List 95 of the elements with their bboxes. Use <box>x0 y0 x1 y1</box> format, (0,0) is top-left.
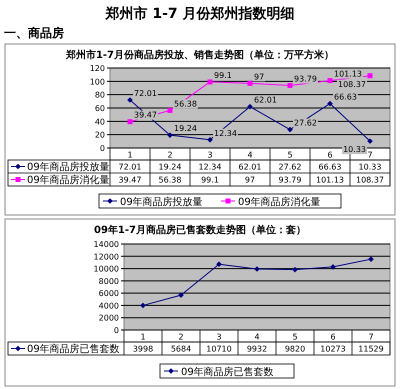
point <box>328 78 332 84</box>
annotation: 101.13 <box>334 70 362 79</box>
data-label: 101.13 <box>316 176 344 184</box>
data-label: 62.01 <box>238 162 262 172</box>
point <box>287 126 293 132</box>
y-tick-label: 20 <box>94 130 105 140</box>
point <box>327 100 333 106</box>
data-label: 93.79 <box>278 176 302 184</box>
annotation: 56.38 <box>174 99 197 108</box>
chart-title: 郑州市1-7月份商品房投放、销售走势图（单位：万平方米） <box>64 49 334 61</box>
annotation: 66.63 <box>334 92 357 102</box>
annotation: 27.62 <box>294 118 317 128</box>
y-tick-label: 40 <box>94 117 105 126</box>
data-label: 39.47 <box>118 176 142 184</box>
legend-label: 09年商品房消化量 <box>27 174 110 186</box>
point <box>368 256 374 262</box>
y-tick-label: 0 <box>100 144 105 153</box>
point <box>208 79 212 84</box>
y-tick-label: 2000 <box>98 314 119 323</box>
y-tick-label: 0 <box>114 326 119 335</box>
data-label: 9932 <box>246 344 268 354</box>
point <box>168 108 172 113</box>
chart-title: 09年1-7月商品房已售套数走势图（单位：套） <box>94 224 306 236</box>
data-label: 12.34 <box>198 162 222 172</box>
x-tick-label: 7 <box>367 150 373 160</box>
annotation: 10.33 <box>343 145 366 154</box>
text: 09年商品房消化量 <box>238 197 321 208</box>
point <box>330 264 336 270</box>
y-tick-label: 6000 <box>98 289 119 298</box>
data-label: 108.37 <box>356 176 384 184</box>
x-tick-label: 3 <box>207 150 213 160</box>
text: 09年商品房已售套数 <box>181 367 274 378</box>
data-label: 19.24 <box>158 162 182 172</box>
point <box>167 132 173 138</box>
data-label: 72.01 <box>118 162 142 172</box>
point <box>292 266 298 272</box>
x-tick-label: 1 <box>140 332 146 342</box>
x-tick-label: 1 <box>127 150 133 160</box>
annotation: 108.37 <box>338 80 366 89</box>
y-tick-label: 60 <box>94 104 105 113</box>
data-label: 9820 <box>284 344 306 354</box>
text: 一、商品房 <box>4 26 64 40</box>
y-tick-label: 14000 <box>94 240 119 249</box>
legend-label: 09年商品房已售套数 <box>27 343 120 355</box>
text: 郑州市 1-7 月份郑州指数明细 <box>104 5 295 22</box>
x-tick-label: 5 <box>292 332 298 342</box>
data-label: 10.33 <box>358 162 382 172</box>
point <box>128 119 132 124</box>
data-label: 99.1 <box>201 176 219 184</box>
y-tick-label: 8000 <box>98 276 119 286</box>
data-label: 5684 <box>170 344 192 354</box>
data-label: 27.62 <box>278 162 302 172</box>
data-label: 56.38 <box>158 176 182 184</box>
y-tick-label: 10000 <box>94 264 119 274</box>
data-label: 10273 <box>320 344 346 354</box>
annotation: 39.47 <box>134 110 157 120</box>
point <box>368 73 372 78</box>
annotation: 12.34 <box>214 128 237 138</box>
x-tick-label: 5 <box>287 150 293 160</box>
x-tick-label: 7 <box>368 332 374 342</box>
data-label: 97 <box>244 176 256 184</box>
point <box>247 104 253 110</box>
point <box>248 80 252 86</box>
x-tick-label: 4 <box>247 150 253 160</box>
point <box>216 261 222 268</box>
data-label: 66.63 <box>318 162 342 172</box>
y-tick-label: 80 <box>94 90 105 100</box>
text: 09年商品房投放量 <box>120 197 203 208</box>
point <box>288 82 292 88</box>
point <box>127 97 133 103</box>
point <box>207 136 213 143</box>
point <box>254 266 260 272</box>
legend-label: 09年商品房投放量 <box>27 161 110 173</box>
point <box>367 138 373 144</box>
y-tick-label: 4000 <box>98 301 119 310</box>
y-tick-label: 100 <box>90 77 105 86</box>
data-label: 11529 <box>358 344 384 354</box>
annotation: 62.01 <box>254 96 277 105</box>
annotation: 72.01 <box>134 88 157 98</box>
x-tick-label: 6 <box>327 150 333 160</box>
annotation: 19.24 <box>174 124 197 134</box>
y-tick-label: 120 <box>90 64 105 73</box>
x-tick-label: 2 <box>167 150 173 160</box>
x-tick-label: 2 <box>178 332 184 342</box>
data-label: 3998 <box>132 344 154 354</box>
data-label: 10710 <box>206 344 232 354</box>
x-tick-label: 6 <box>330 332 336 342</box>
annotation: 93.79 <box>294 74 317 84</box>
x-tick-label: 3 <box>216 332 222 342</box>
annotation: 97 <box>254 72 264 82</box>
y-tick-label: 12000 <box>94 252 119 262</box>
annotation: 99.1 <box>214 70 232 80</box>
point <box>140 302 146 308</box>
x-tick-label: 4 <box>254 332 260 342</box>
point <box>178 292 184 298</box>
